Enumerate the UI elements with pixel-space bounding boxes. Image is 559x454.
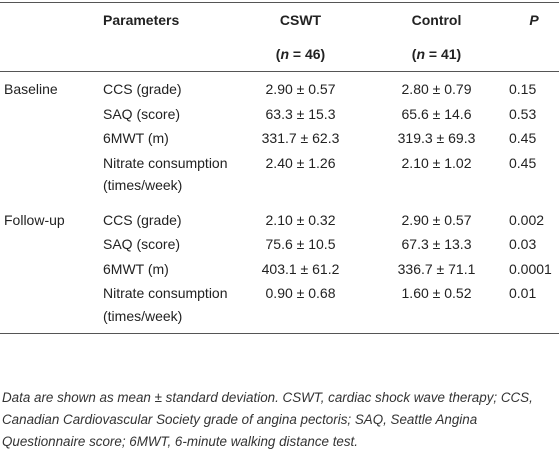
text: ( <box>411 46 417 62</box>
table-header: Parameters CSWT Control P (n = 46) (n = … <box>0 2 559 72</box>
value-cell: 75.6 ± 10.5 <box>265 236 336 252</box>
parameter: Nitrate consumption (times/week) <box>103 285 228 324</box>
value-cell: 67.3 ± 13.3 <box>401 236 472 252</box>
parameter: 6MWT (m) <box>103 130 169 146</box>
text: n <box>280 46 290 62</box>
value-cell: 0.45 <box>509 154 537 171</box>
value-cell: 2.90 ± 0.57 <box>265 81 336 97</box>
table-row: 6MWT (m) 331.7 ± 62.3 319.3 ± 69.3 0.45 <box>0 127 559 152</box>
group-label <box>0 258 100 283</box>
value-cell: 2.40 ± 1.26 <box>265 154 336 171</box>
group-label: Baseline <box>4 81 58 97</box>
value-cell: 0.15 <box>509 81 537 97</box>
table-row: 6MWT (m) 403.1 ± 61.2 336.7 ± 71.1 0.0001 <box>0 258 559 283</box>
value-cell: 331.7 ± 62.3 <box>261 130 340 146</box>
value-cell: 2.10 ± 0.32 <box>265 211 336 228</box>
table-row: SAQ (score) 63.3 ± 15.3 65.6 ± 14.6 0.53 <box>0 103 559 128</box>
parameter: 6MWT (m) <box>103 260 169 277</box>
value-cell: 63.3 ± 15.3 <box>265 105 336 122</box>
parameter: SAQ (score) <box>103 105 181 122</box>
table-row: Baseline CCS (grade) 2.90 ± 0.57 2.80 ± 0.7… <box>0 72 559 103</box>
value-cell: 319.3 ± 69.3 <box>397 130 476 146</box>
value-cell: 0.53 <box>509 105 537 122</box>
table-row: Nitrate consumption (times/week) 2.40 ± 1… <box>0 152 559 203</box>
table-body: Baseline CCS (grade) 2.90 ± 0.57 2.80 ± 0.7… <box>0 72 559 334</box>
value-cell: 0.002 <box>509 211 545 228</box>
header-n: (n = 41) <box>368 37 505 72</box>
value-cell: 0.45 <box>509 130 537 146</box>
group-label <box>0 103 100 128</box>
footnote: Data are shown as mean ± standard deviat… <box>2 390 533 449</box>
header-cell: Parameters <box>103 12 180 28</box>
value-cell: 2.90 ± 0.57 <box>401 211 472 228</box>
table-row: Nitrate consumption (times/week) 0.90 ± 0… <box>0 282 559 334</box>
value-cell: 0.0001 <box>509 260 552 277</box>
value-cell: 2.80 ± 0.79 <box>401 81 472 97</box>
group-label <box>0 233 100 258</box>
header-n: (n = 46) <box>233 37 368 72</box>
table-row: Follow-up CCS (grade) 2.10 ± 0.32 2.90 ± 0.… <box>0 203 559 234</box>
value-cell: 2.10 ± 1.02 <box>401 154 472 171</box>
value-cell: 0.01 <box>509 285 537 301</box>
table-row: SAQ (score) 75.6 ± 10.5 67.3 ± 13.3 0.03 <box>0 233 559 258</box>
parameter: CCS (grade) <box>103 211 182 228</box>
table: Parameters CSWT Control P (n = 46) (n = … <box>0 2 559 334</box>
group-label <box>0 127 100 152</box>
value-cell: 1.60 ± 0.52 <box>401 285 472 301</box>
group-label: Follow-up <box>4 211 65 228</box>
group-label <box>0 152 100 203</box>
text: ( <box>275 46 281 62</box>
text: n <box>416 46 426 62</box>
header-cell: Control <box>411 12 462 28</box>
header-cell: CSWT <box>279 12 322 28</box>
text: = 46) <box>289 46 326 62</box>
value-cell: 0.90 ± 0.68 <box>265 285 336 301</box>
parameter: Nitrate consumption (times/week) <box>103 154 228 194</box>
value-cell: 403.1 ± 61.2 <box>261 260 340 277</box>
header-cell: P <box>529 12 539 28</box>
value-cell: 336.7 ± 71.1 <box>397 260 476 277</box>
parameter: CCS (grade) <box>103 81 182 97</box>
value-cell: 65.6 ± 14.6 <box>401 105 472 122</box>
value-cell: 0.03 <box>509 236 537 252</box>
group-label <box>0 282 100 334</box>
text: = 41) <box>425 46 462 62</box>
parameter: SAQ (score) <box>103 236 181 252</box>
